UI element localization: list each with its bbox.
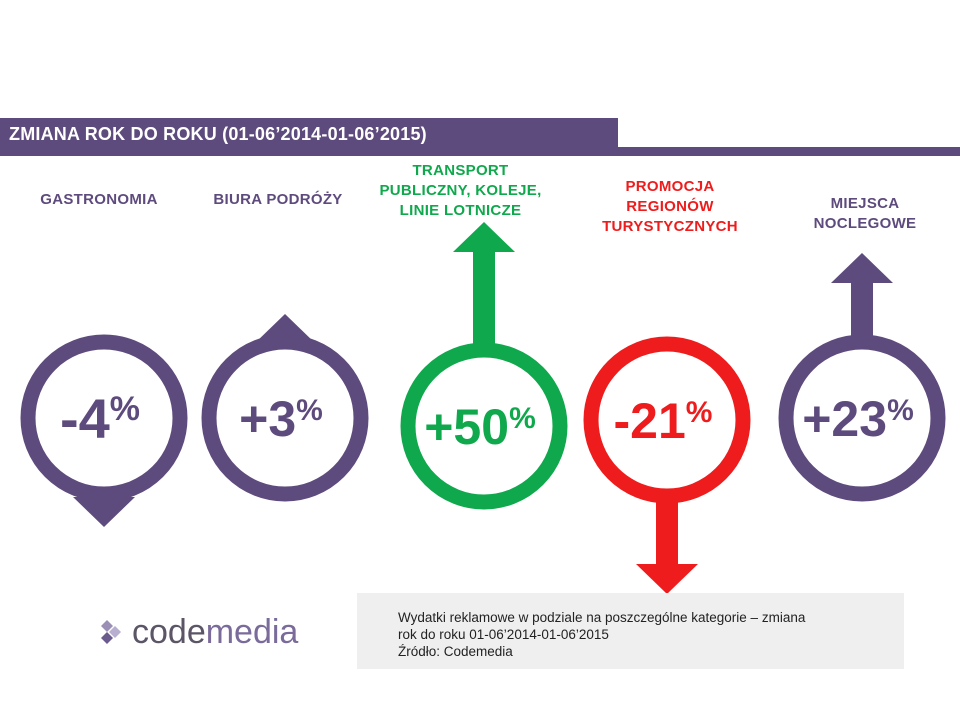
value-label-promocja: -21% [614,393,713,449]
diamond-logo-icon [101,620,121,644]
source-line-3: Źródło: Codemedia [398,644,513,659]
category-label-promocja: PROMOCJA REGIONÓW TURYSTYCZNYCH [602,178,738,235]
ring-biura-podrozy [201,334,369,502]
arrow-shaft-miejsca-noclegowe [851,282,873,338]
category-label-transport: TRANSPORT PUBLICZNY, KOLEJE, LINIE LOTNI… [379,162,542,219]
ring-promocja [583,336,751,504]
logo-text-code: code [132,612,206,651]
arrow-down-gastronomia [73,497,135,527]
category-label-miejsca-noclegowe: MIEJSCA NOCLEGOWE [813,195,917,232]
header-divider [0,147,960,156]
codemedia-logo: code media [98,612,298,652]
value-label-biura-podrozy: +3% [239,391,323,447]
arrow-down-promocja [636,564,698,594]
ring-miejsca-noclegowe [778,334,946,502]
source-line-2: rok do roku 01-06’2014-01-06’2015 [398,627,609,642]
value-label-gastronomia: -4% [60,387,140,450]
arrow-up-miejsca-noclegowe [831,253,893,283]
arrow-shaft-transport [473,251,495,346]
value-label-miejsca-noclegowe: +23% [802,391,914,447]
arrow-shaft-promocja [656,500,678,565]
source-note: Wydatki reklamowe w podziale na poszczeg… [398,609,888,660]
category-label-biura-podrozy: BIURA PODRÓŻY [213,191,343,208]
page-title: ZMIANA ROK DO ROKU (01-06’2014-01-06’201… [9,124,427,144]
source-line-1: Wydatki reklamowe w podziale na poszczeg… [398,610,806,625]
value-label-transport: +50% [424,399,536,455]
ring-gastronomia [20,334,188,502]
ring-transport [400,342,568,510]
header-bar [0,118,618,148]
arrow-up-transport [453,222,515,252]
category-label-gastronomia: GASTRONOMIA [40,191,158,208]
logo-text-media: media [205,612,299,651]
